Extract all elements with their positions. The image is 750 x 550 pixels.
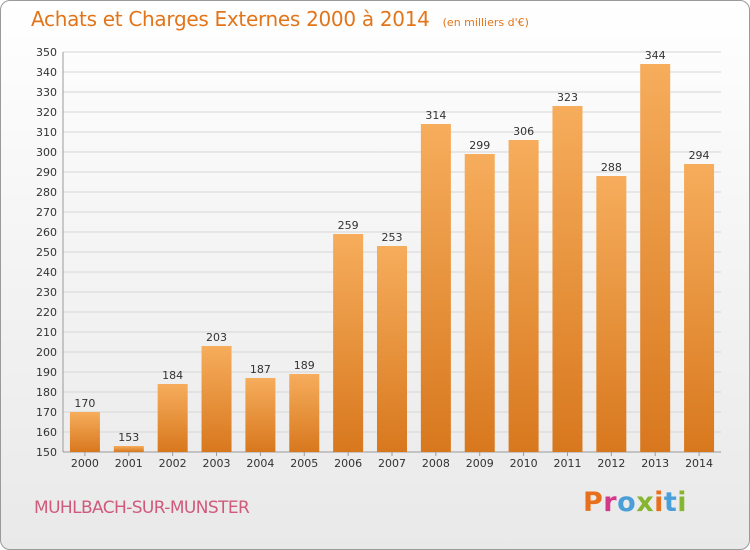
- y-tick-label: 200: [36, 346, 57, 359]
- y-tick-label: 280: [36, 186, 57, 199]
- data-label: 344: [645, 49, 666, 62]
- brand-letter: t: [663, 487, 678, 518]
- data-label: 299: [469, 139, 490, 152]
- x-tick-label: 2007: [378, 457, 406, 470]
- x-tick-label: 2012: [597, 457, 625, 470]
- y-tick-label: 190: [36, 366, 57, 379]
- x-tick-label: 2003: [203, 457, 231, 470]
- chart-subtitle: (en milliers d'€): [442, 16, 529, 29]
- y-tick-label: 170: [36, 406, 57, 419]
- x-tick-label: 2002: [159, 457, 187, 470]
- bar-2000: [69, 412, 100, 452]
- bar-2003: [201, 346, 232, 452]
- data-label: 187: [250, 363, 271, 376]
- data-label: 259: [338, 219, 359, 232]
- commune-name: MUHLBACH-SUR-MUNSTER: [34, 498, 250, 518]
- data-label: 323: [557, 91, 578, 104]
- chart-title: Achats et Charges Externes 2000 à 2014: [31, 7, 430, 31]
- title-row: Achats et Charges Externes 2000 à 2014 (…: [31, 7, 529, 31]
- brand-logo: Proxiti: [583, 487, 687, 518]
- x-tick-labels: 2000 2001 2002 2003 2004 2005 2006 2007 2008 2009…: [71, 452, 713, 470]
- bar-2004: [245, 378, 276, 452]
- y-tick-label: 240: [36, 266, 57, 279]
- y-tick-label: 330: [36, 86, 57, 99]
- y-tick-label: 340: [36, 66, 57, 79]
- data-label: 189: [294, 359, 315, 372]
- y-tick-labels: 150 160 170 180 190 200 210 220 230 240 250 260 270 2…: [36, 46, 57, 459]
- data-label: 288: [601, 161, 622, 174]
- x-tick-label: 2000: [71, 457, 99, 470]
- brand-letter: x: [636, 487, 655, 518]
- bar-2012: [596, 176, 627, 452]
- bar-2013: [640, 64, 671, 452]
- x-tick-label: 2005: [290, 457, 318, 470]
- data-label: 294: [689, 149, 710, 162]
- y-tick-label: 290: [36, 166, 57, 179]
- x-tick-label: 2009: [466, 457, 494, 470]
- bar-2002: [157, 384, 188, 452]
- bar-2014: [684, 164, 715, 452]
- bar-2009: [464, 154, 495, 452]
- brand-letter: i: [677, 487, 688, 518]
- brand-letter: r: [603, 487, 618, 518]
- y-tick-label: 270: [36, 206, 57, 219]
- data-label: 184: [162, 369, 183, 382]
- data-label: 203: [206, 331, 227, 344]
- bar-2008: [420, 124, 451, 452]
- data-label: 306: [513, 125, 534, 138]
- x-tick-label: 2011: [553, 457, 581, 470]
- y-tick-label: 210: [36, 326, 57, 339]
- data-labels: 170 153 184 203 187 189 259 253 314 299 306 323 288 3…: [74, 49, 709, 444]
- x-tick-label: 2013: [641, 457, 669, 470]
- data-label: 314: [425, 109, 446, 122]
- x-tick-label: 2008: [422, 457, 450, 470]
- bar-2007: [377, 246, 407, 452]
- bars: [69, 64, 715, 452]
- brand-letter: o: [617, 487, 637, 518]
- y-tick-label: 180: [36, 386, 57, 399]
- brand-letter: P: [583, 487, 604, 518]
- y-tick-label: 350: [36, 46, 57, 59]
- y-tick-label: 320: [36, 106, 57, 119]
- bar-2010: [508, 140, 539, 452]
- y-tick-label: 220: [36, 306, 57, 319]
- data-label: 170: [74, 397, 95, 410]
- x-tick-label: 2001: [115, 457, 143, 470]
- data-label: 153: [118, 431, 139, 444]
- y-tick-label: 150: [36, 446, 57, 459]
- x-tick-label: 2014: [685, 457, 713, 470]
- bar-2011: [552, 106, 583, 452]
- y-tick-label: 260: [36, 226, 57, 239]
- bar-2001: [113, 446, 144, 452]
- y-tick-label: 250: [36, 246, 57, 259]
- bar-2005: [289, 374, 320, 452]
- bar-2006: [333, 234, 364, 452]
- y-tick-label: 300: [36, 146, 57, 159]
- y-tick-label: 160: [36, 426, 57, 439]
- x-tick-label: 2006: [334, 457, 362, 470]
- y-tick-label: 230: [36, 286, 57, 299]
- x-tick-label: 2004: [246, 457, 274, 470]
- y-tick-label: 310: [36, 126, 57, 139]
- data-label: 253: [382, 231, 403, 244]
- brand-letter: i: [654, 487, 664, 518]
- x-tick-label: 2010: [510, 457, 538, 470]
